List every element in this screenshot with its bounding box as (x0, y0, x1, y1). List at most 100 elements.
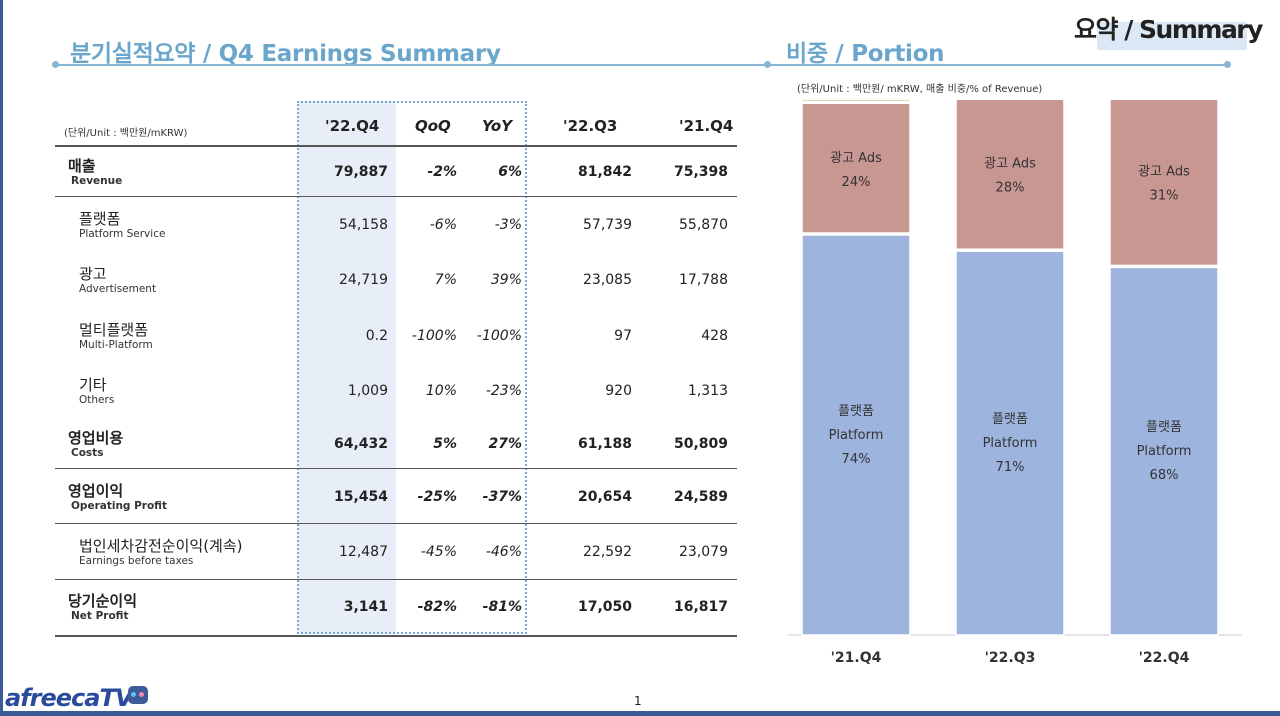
table-cell: 5% (433, 436, 457, 452)
left-section-title: 분기실적요약 / Q4 Earnings Summary (70, 41, 501, 67)
platform-label-ko: 플랫폼 (992, 412, 1028, 427)
table-cell: 55,870 (679, 217, 728, 233)
table-cell: 16,817 (673, 599, 728, 615)
current-quarter-frame (297, 101, 527, 634)
ads-label: 광고 Ads (830, 151, 882, 166)
header-21q4: '21.Q4 (679, 117, 734, 135)
table-cell: 17,050 (577, 599, 632, 615)
table-cell: 1,009 (347, 383, 388, 399)
platform-percent: 68% (1150, 468, 1179, 483)
table-cell: 12,487 (339, 544, 388, 560)
table-cell: 17,788 (679, 272, 728, 288)
row-label-en: Advertisement (79, 283, 157, 295)
platform-label-ko: 플랫폼 (838, 404, 874, 419)
rule-after-costs (55, 468, 737, 469)
table-cell: 54,158 (339, 217, 388, 233)
platform-percent: 71% (996, 460, 1025, 475)
ads-label: 광고 Ads (984, 157, 1036, 172)
category-label: '22.Q4 (1139, 650, 1190, 666)
platform-label-ko: 플랫폼 (1146, 420, 1182, 435)
afreecatv-logo: afreecaTV (5, 684, 133, 712)
table-cell: -100% (476, 328, 522, 344)
table-cell: -81% (482, 599, 522, 615)
rule-after-ebt (55, 579, 737, 580)
table-cell: 1,313 (687, 383, 728, 399)
corner-title: 요약 / Summary (1074, 15, 1263, 44)
bar-segment (801, 234, 911, 636)
page-number: 1 (634, 694, 642, 708)
row-label-ko: 기타 (79, 376, 107, 394)
chart-unit: (단위/Unit : 백만원/ mKRW, 매출 비중/% of Revenue… (797, 84, 1043, 95)
table-cell: 24,719 (339, 272, 388, 288)
bar-segment (955, 100, 1065, 250)
table-bottom-rule (55, 635, 737, 637)
table-cell: 20,654 (577, 489, 632, 505)
table-cell: 7% (434, 272, 457, 288)
table-cell: 57,739 (583, 217, 632, 233)
table-cell: 97 (614, 328, 632, 344)
row-label-ko: 법인세차감전순이익(계속) (79, 537, 243, 555)
bar-segment (1109, 100, 1219, 267)
header-22q3: '22.Q3 (563, 117, 618, 135)
table-cell: -2% (427, 164, 457, 180)
header-yoy: YoY (482, 117, 513, 135)
table-cell: 75,398 (673, 164, 728, 180)
category-label: '21.Q4 (831, 650, 882, 666)
table-cell: 79,887 (333, 164, 388, 180)
right-title-line (768, 64, 1228, 66)
table-cell: 23,085 (583, 272, 632, 288)
row-label-ko: 매출 (68, 157, 96, 175)
table-unit: (단위/Unit : 백만원/mKRW) (64, 128, 188, 139)
row-label-en: Net Profit (71, 610, 129, 622)
row-label-en: Operating Profit (71, 500, 167, 512)
table-cell: 23,079 (679, 544, 728, 560)
row-label-ko: 영업비용 (68, 429, 124, 447)
platform-label-en: Platform (829, 428, 884, 443)
table-cell: 22,592 (583, 544, 632, 560)
table-cell: 27% (488, 436, 522, 452)
right-section-title: 비중 / Portion (786, 41, 945, 67)
table-cell: 24,589 (673, 489, 728, 505)
row-label-ko: 당기순이익 (68, 592, 138, 610)
bar-segment (1109, 266, 1219, 636)
bar-segment (801, 102, 911, 234)
corner-title-highlight (1097, 22, 1247, 50)
left-title-line (56, 64, 768, 66)
row-label-en: Costs (71, 447, 104, 459)
table-cell: -82% (417, 599, 457, 615)
tv-icon (128, 686, 148, 704)
table-cell: 50,809 (673, 436, 728, 452)
table-cell: -6% (429, 217, 457, 233)
table-cell: -25% (417, 489, 457, 505)
table-cell: 3,141 (343, 599, 388, 615)
row-label-ko: 광고 (79, 265, 107, 283)
table-cell: 64,432 (333, 436, 388, 452)
table-cell: 61,188 (577, 436, 632, 452)
row-label-ko: 플랫폼 (79, 210, 121, 228)
header-qoq: QoQ (415, 117, 451, 135)
table-cell: -45% (420, 544, 457, 560)
bar-segment (955, 250, 1065, 636)
table-top-rule (55, 145, 737, 147)
row-label-en: Platform Service (79, 228, 166, 240)
row-label-ko: 멀티플랫폼 (79, 321, 149, 339)
table-cell: -23% (485, 383, 522, 399)
left-title-dot (52, 61, 59, 68)
current-quarter-highlight (298, 101, 396, 634)
header-22q4: '22.Q4 (325, 117, 380, 135)
rule-after-operating-profit (55, 523, 737, 524)
table-cell: 920 (605, 383, 632, 399)
row-label-en: Earnings before taxes (79, 555, 194, 567)
table-cell: -37% (482, 489, 522, 505)
ads-label: 광고 Ads (1138, 165, 1190, 180)
table-cell: -100% (411, 328, 457, 344)
platform-label-en: Platform (1137, 444, 1192, 459)
row-label-en: Multi-Platform (79, 339, 153, 351)
table-cell: -3% (494, 217, 522, 233)
table-cell: 0.2 (365, 328, 388, 344)
table-cell: 428 (701, 328, 728, 344)
platform-percent: 74% (842, 452, 871, 467)
right-title-dot-end (1224, 61, 1231, 68)
table-cell: 6% (498, 164, 522, 180)
